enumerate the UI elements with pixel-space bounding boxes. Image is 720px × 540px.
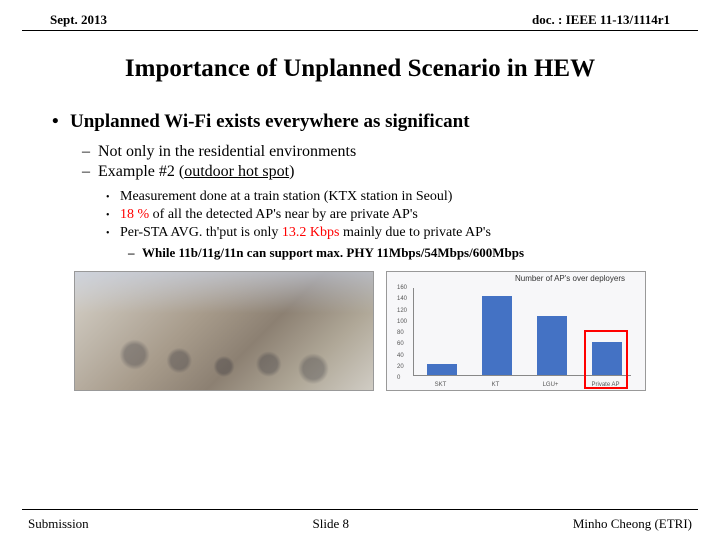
dash-item-1: Not only in the residential environments — [82, 143, 668, 161]
chart-ylabel: 140 — [397, 296, 407, 302]
sub-dash: While 11b/11g/11n can support max. PHY 1… — [128, 245, 668, 261]
dash2-underline: outdoor hot spot — [184, 163, 289, 180]
chart-title: Number of AP's over deployers — [515, 274, 625, 283]
chart-bar — [427, 364, 457, 375]
chart-xlabel: SKT — [421, 382, 461, 388]
figures-row: Number of AP's over deployers 0 20 40 60 80 1… — [0, 271, 720, 391]
dash2-post: ) — [289, 163, 294, 180]
dot3-a: Per-STA AVG. th'put is only — [120, 225, 282, 240]
station-photo — [74, 271, 374, 391]
chart-ylabel: 40 — [397, 353, 404, 359]
footer-left: Submission — [28, 516, 89, 532]
chart-highlight-box — [584, 330, 628, 389]
chart-ylabel: 80 — [397, 330, 404, 336]
chart-ylabel: 60 — [397, 341, 404, 347]
dot3-b: mainly due to private AP's — [339, 225, 490, 240]
dash-item-2: Example #2 (outdoor hot spot) — [82, 163, 668, 181]
chart-ylabel: 100 — [397, 319, 407, 325]
chart-ylabel: 120 — [397, 308, 407, 314]
dot-item-2: 18 % of all the detected AP's near by ar… — [106, 207, 668, 223]
dot-item-3: Per-STA AVG. th'put is only 13.2 Kbps ma… — [106, 225, 668, 241]
dot3-red: 13.2 Kbps — [282, 225, 340, 240]
chart-xlabel: LGU+ — [531, 382, 571, 388]
dot-item-1: Measurement done at a train station (KTX… — [106, 189, 668, 205]
ap-bar-chart: Number of AP's over deployers 0 20 40 60 80 1… — [386, 271, 646, 391]
chart-bar — [482, 296, 512, 375]
bullet-main: Unplanned Wi-Fi exists everywhere as sig… — [52, 111, 668, 133]
header-date: Sept. 2013 — [50, 12, 107, 28]
dot2-post: of all the detected AP's near by are pri… — [149, 207, 418, 222]
dash2-pre: Example #2 ( — [98, 163, 184, 180]
chart-ylabel: 0 — [397, 375, 400, 381]
dot2-red: 18 % — [120, 207, 149, 222]
chart-ylabel: 20 — [397, 364, 404, 370]
chart-bar — [537, 316, 567, 375]
content-area: Unplanned Wi-Fi exists everywhere as sig… — [0, 111, 720, 261]
slide-title: Importance of Unplanned Scenario in HEW — [20, 55, 700, 83]
footer-center: Slide 8 — [313, 516, 349, 532]
chart-ylabel: 160 — [397, 285, 407, 291]
footer-right: Minho Cheong (ETRI) — [573, 516, 692, 532]
header-doc: doc. : IEEE 11-13/1114r1 — [532, 12, 670, 28]
footer-rule — [22, 509, 698, 510]
chart-xlabel: KT — [476, 382, 516, 388]
